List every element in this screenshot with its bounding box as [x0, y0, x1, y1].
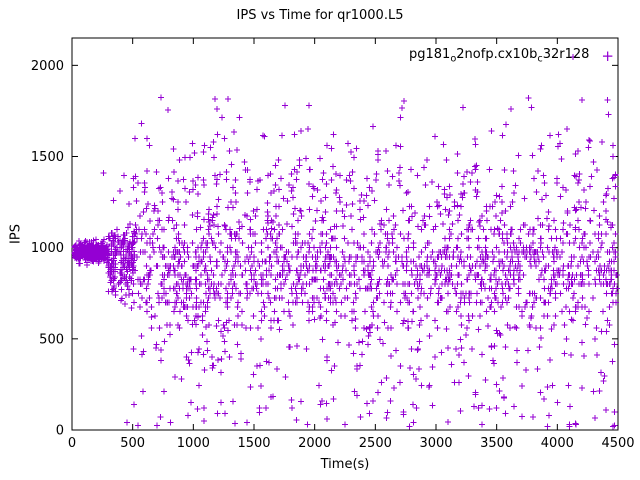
- legend: pg181o2nofp.cx10bc32r128 +: [409, 46, 614, 65]
- y-tick-label: 500: [39, 332, 64, 347]
- data-points: [71, 54, 620, 430]
- x-tick-label: 2500: [359, 436, 392, 451]
- legend-label-subscript: c: [537, 53, 543, 65]
- x-tick-label: 2000: [298, 436, 331, 451]
- x-axis-label: Time(s): [320, 457, 370, 472]
- x-tick-label: 500: [120, 436, 145, 451]
- x-tick-label: 4500: [601, 436, 634, 451]
- legend-series-label: pg181o2nofp.cx10bc32r128: [409, 47, 589, 65]
- legend-label-part: pg181: [408, 47, 451, 63]
- x-tick-label: 1000: [177, 436, 210, 451]
- legend-label-subscript: o: [450, 53, 457, 65]
- chart-title: IPS vs Time for qr1000.L5: [236, 8, 404, 23]
- x-tick-label: 4000: [541, 436, 574, 451]
- x-tick-label: 0: [68, 436, 76, 451]
- y-tick-label: 1000: [31, 241, 64, 256]
- x-tick-label: 3000: [419, 436, 452, 451]
- y-tick-label: 1500: [31, 150, 64, 165]
- legend-label-part: 32r128: [542, 47, 590, 63]
- x-tick-label: 3500: [480, 436, 513, 451]
- legend-label-part: 2nofp.cx10b: [456, 47, 538, 63]
- y-axis-label: IPS: [8, 224, 24, 244]
- tick-labels: 0 500 1000 1500 2000 2500 3000 3500 4000 4500 0 500…: [31, 59, 635, 451]
- y-tick-label: 2000: [31, 59, 64, 74]
- y-tick-label: 0: [56, 424, 64, 439]
- x-tick-label: 1500: [237, 436, 270, 451]
- legend-marker-icon: +: [601, 46, 614, 65]
